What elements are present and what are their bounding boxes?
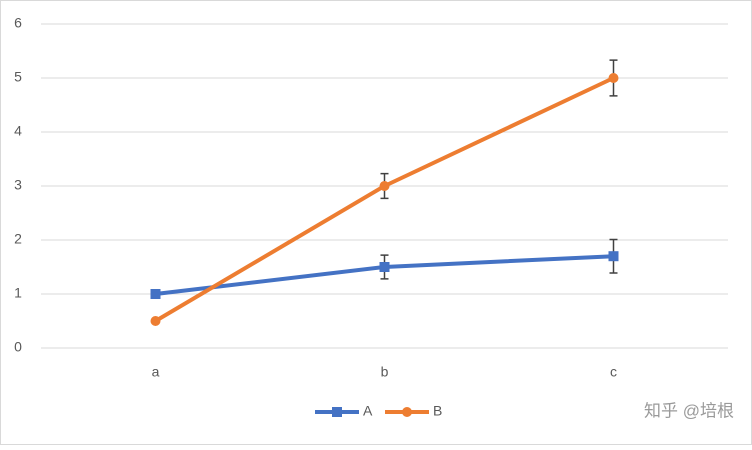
y-tick-label: 0 xyxy=(14,339,22,355)
x-tick-label: a xyxy=(152,364,160,380)
legend-marker xyxy=(402,407,412,417)
watermark: 知乎 @培根 xyxy=(644,401,734,420)
legend-label: A xyxy=(363,403,373,419)
data-point xyxy=(379,181,390,191)
y-tick-label: 2 xyxy=(14,231,22,247)
data-point xyxy=(608,73,619,83)
legend-label: B xyxy=(433,403,442,419)
x-tick-label: b xyxy=(381,364,389,380)
y-tick-label: 6 xyxy=(14,15,22,31)
y-tick-label: 3 xyxy=(14,177,22,193)
x-tick-label: c xyxy=(610,364,617,380)
data-point xyxy=(150,316,161,326)
data-point xyxy=(608,251,619,262)
data-point xyxy=(379,262,390,272)
data-point xyxy=(150,289,161,299)
y-tick-label: 5 xyxy=(14,69,22,85)
legend-marker xyxy=(332,407,342,417)
y-tick-label: 1 xyxy=(14,285,22,301)
y-tick-label: 4 xyxy=(14,123,22,139)
